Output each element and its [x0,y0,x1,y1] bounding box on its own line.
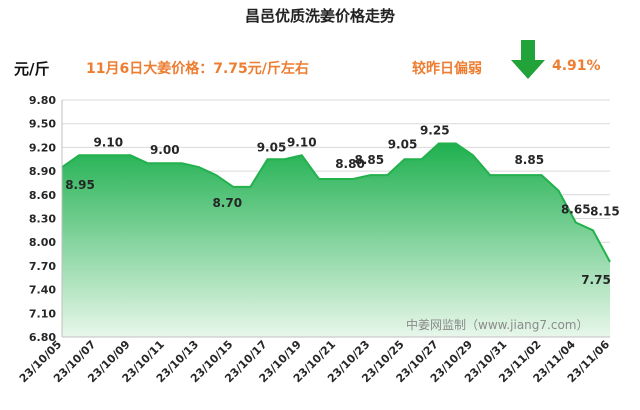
price-area [62,143,610,337]
y-tick-label: 9.50 [29,118,56,131]
unit-label: 元/斤 [14,60,50,78]
y-tick-label: 7.70 [29,260,56,273]
data-label: 8.70 [212,196,242,210]
y-tick-label: 8.60 [29,189,56,202]
data-label: 9.10 [93,135,123,149]
data-label: 8.80 [335,157,365,171]
y-tick-label: 7.40 [29,284,56,297]
data-label: 9.00 [150,143,180,157]
data-label: 8.65 [561,202,591,216]
y-tick-label: 8.30 [29,213,56,226]
y-tick-label: 8.00 [29,236,56,249]
y-tick-label: 8.90 [29,165,56,178]
watermark: 中姜网监制（www.jiang7.com） [406,318,589,332]
compare-text: 较昨日偏弱 [412,61,482,77]
data-label: 9.05 [388,137,418,151]
data-label: 8.15 [590,204,620,218]
data-label: 9.05 [257,140,287,154]
data-label: 7.75 [581,273,611,287]
data-label: 8.95 [65,178,95,192]
price-headline: 11月6日大姜价格：7.75元/斤左右 [86,61,309,77]
data-label: 8.85 [354,153,384,167]
change-percent: 4.91% [552,58,601,74]
y-tick-label: 9.80 [29,94,56,107]
data-label: 9.25 [420,123,450,137]
y-tick-label: 9.20 [29,141,56,154]
price-line [61,142,611,263]
data-label: 9.10 [287,135,317,149]
down-arrow-icon [510,40,546,84]
chart-title: 昌邑优质洗姜价格走势 [244,7,395,25]
y-tick-label: 6.80 [29,331,56,344]
data-label: 8.85 [514,153,544,167]
y-tick-label: 7.10 [29,307,56,320]
